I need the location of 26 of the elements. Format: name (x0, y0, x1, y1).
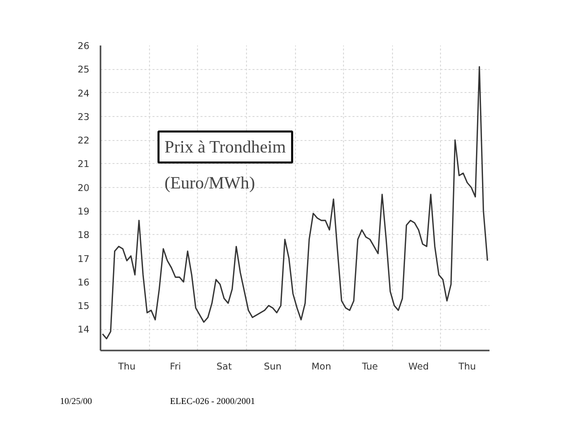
x-tick-label: Thu (457, 362, 476, 372)
x-tick-label: Tue (360, 362, 378, 372)
y-tick-label: 14 (78, 324, 90, 336)
y-tick-label: 17 (78, 254, 90, 265)
y-tick-label: 20 (78, 182, 90, 194)
text: Prix à Trondheim (164, 138, 286, 156)
text: 10/25/00 (60, 395, 92, 408)
x-tick-label: Mon (312, 362, 332, 372)
y-tick-label: 22 (78, 136, 90, 147)
y-tick-label: 23 (78, 112, 90, 123)
text: ELEC-026 - 2000/2001 (170, 395, 255, 408)
y-tick-label: 16 (78, 277, 90, 288)
x-tick-label: Sun (264, 362, 282, 372)
text: (Euro/MWh) (164, 174, 256, 192)
y-tick-label: 25 (78, 64, 90, 76)
y-tick-label: 15 (78, 301, 90, 312)
x-tick-label: Sat (216, 362, 232, 372)
x-tick-label: Wed (408, 362, 429, 372)
y-tick-label: 24 (78, 88, 90, 100)
y-tick-label: 19 (78, 206, 90, 218)
y-tick-label: 21 (78, 159, 90, 170)
x-tick-label: Fri (170, 362, 182, 372)
x-tick-label: Thu (117, 362, 136, 372)
y-tick-label: 26 (78, 41, 90, 52)
y-tick-label: 18 (78, 230, 90, 242)
line-series (102, 66, 488, 340)
